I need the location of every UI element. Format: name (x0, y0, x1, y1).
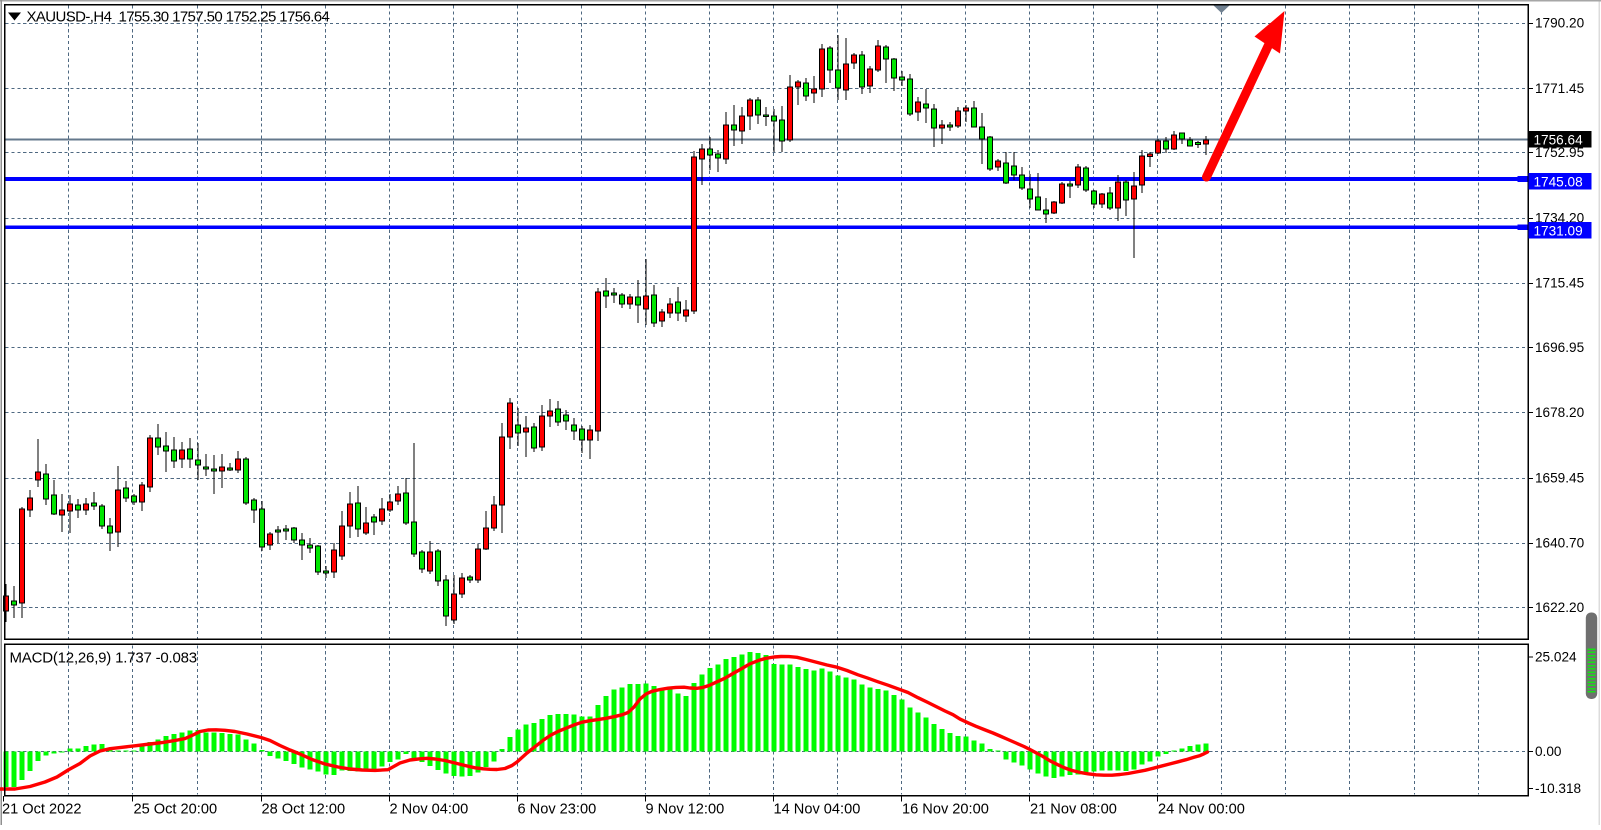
svg-text:1734.20: 1734.20 (1535, 210, 1585, 225)
svg-text:1745.08: 1745.08 (1534, 174, 1583, 189)
svg-text:MACD(12,26,9) 1.737 -0.083: MACD(12,26,9) 1.737 -0.083 (10, 649, 197, 666)
svg-text:21 Nov 08:00: 21 Nov 08:00 (1030, 802, 1117, 818)
svg-text:1756.64: 1756.64 (1534, 132, 1584, 147)
svg-text:1640.70: 1640.70 (1535, 536, 1585, 551)
svg-text:1622.20: 1622.20 (1535, 600, 1585, 615)
svg-text:1715.45: 1715.45 (1535, 276, 1584, 291)
svg-text:-10.318: -10.318 (1535, 781, 1581, 796)
svg-text:16 Nov 20:00: 16 Nov 20:00 (902, 802, 989, 818)
svg-text:1771.45: 1771.45 (1535, 81, 1584, 96)
svg-text:1659.45: 1659.45 (1535, 470, 1584, 485)
svg-text:6 Nov 23:00: 6 Nov 23:00 (518, 802, 597, 818)
svg-text:1731.09: 1731.09 (1534, 223, 1583, 238)
svg-text:1678.20: 1678.20 (1535, 405, 1585, 420)
svg-text:9 Nov 12:00: 9 Nov 12:00 (646, 802, 725, 818)
svg-text:21 Oct 2022: 21 Oct 2022 (2, 802, 82, 818)
svg-text:1696.95: 1696.95 (1535, 340, 1584, 355)
svg-text:0.00: 0.00 (1535, 744, 1562, 759)
svg-text:XAUUSD-,H4 1755.30 1757.50 17: XAUUSD-,H4 1755.30 1757.50 1752.25 1756.… (27, 8, 330, 25)
svg-text:24 Nov 00:00: 24 Nov 00:00 (1158, 802, 1245, 818)
svg-text:28 Oct 12:00: 28 Oct 12:00 (262, 802, 346, 818)
svg-text:1790.20: 1790.20 (1535, 16, 1585, 31)
svg-text:25 Oct 20:00: 25 Oct 20:00 (134, 802, 218, 818)
svg-text:2 Nov 04:00: 2 Nov 04:00 (390, 802, 469, 818)
svg-text:25.024: 25.024 (1535, 650, 1577, 665)
svg-text:14 Nov 04:00: 14 Nov 04:00 (774, 802, 861, 818)
svg-text:1752.95: 1752.95 (1535, 145, 1584, 160)
